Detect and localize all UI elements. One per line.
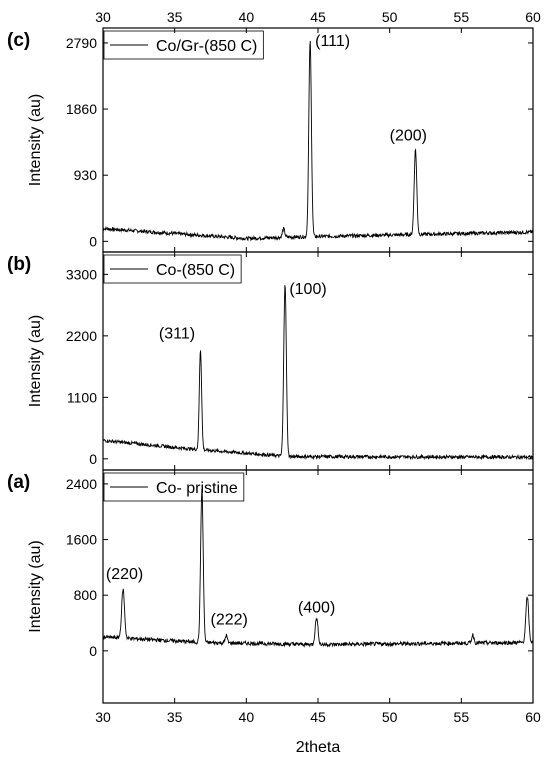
spectrum-line (103, 488, 533, 648)
legend-entry: Co/Gr-(850 C) (156, 38, 257, 55)
spectrum-line (103, 40, 533, 242)
y-tick-label: 2400 (66, 476, 97, 492)
panel-b: 0 1100 2200 3300 Intensity (au) (b) Co-(850 C)… (7, 251, 534, 471)
x-tick-label-bottom: 30 (95, 709, 111, 725)
y-tick-label: 1600 (66, 532, 97, 548)
peak-label: (400) (298, 600, 335, 617)
y-tick-label: 930 (74, 167, 98, 183)
y-tick-label: 2200 (66, 328, 97, 344)
y-tick-label: 1100 (67, 389, 97, 405)
legend-entry: Co-(850 C) (156, 262, 235, 279)
x-tick-label-bottom: 45 (310, 709, 326, 725)
y-tick-label: 0 (89, 643, 97, 659)
x-tick-label-top: 60 (525, 9, 541, 25)
peak-label: (222) (211, 611, 248, 628)
panel-c: 0 930 1860 2790 Intensity (au) (c) Co/Gr-(850 … (7, 27, 534, 253)
x-axis-title: 2theta (296, 739, 341, 756)
panel-a: 0 800 1600 2400 Intensity (au) (a) Co- pristin… (7, 469, 534, 704)
y-axis-title: Intensity (au) (27, 94, 44, 186)
x-tick-label-bottom: 35 (167, 709, 183, 725)
y-tick-label: 1860 (66, 101, 97, 117)
peak-label: (311) (159, 326, 195, 343)
y-tick-label: 2790 (66, 35, 97, 51)
y-tick-label: 800 (74, 587, 98, 603)
y-tick-label: 0 (89, 233, 97, 249)
legend: Co-(850 C) (103, 254, 242, 284)
x-tick-label-top: 30 (95, 9, 111, 25)
peak-label: (100) (289, 281, 326, 298)
legend-box (103, 472, 245, 502)
x-tick-label-top: 45 (310, 9, 326, 25)
panel-label: (c) (7, 30, 30, 51)
y-tick-label: 3300 (66, 266, 97, 282)
spectrum-line (103, 285, 533, 461)
x-tick-label-bottom: 55 (454, 709, 470, 725)
legend-box (103, 254, 242, 284)
legend: Co- pristine (103, 472, 245, 502)
peak-label: (111) (315, 33, 350, 50)
y-axis-title: Intensity (au) (27, 315, 44, 407)
legend-box (103, 30, 264, 60)
y-axis-title: Intensity (au) (27, 540, 44, 632)
x-tick-label-bottom: 50 (382, 709, 398, 725)
x-tick-label-top: 55 (454, 9, 470, 25)
panel-label: (b) (7, 254, 31, 275)
panel-label: (a) (7, 472, 30, 493)
x-tick-label-top: 40 (239, 9, 255, 25)
y-tick-label: 0 (89, 451, 97, 467)
legend-entry: Co- pristine (156, 480, 238, 497)
x-tick-label-bottom: 40 (239, 709, 255, 725)
x-tick-label-top: 35 (167, 9, 183, 25)
legend: Co/Gr-(850 C) (103, 30, 264, 60)
x-tick-label-bottom: 60 (525, 709, 541, 725)
panel-frame (102, 27, 534, 253)
peak-label: (220) (106, 566, 143, 583)
panel-frame (102, 469, 534, 704)
peak-label: (200) (390, 127, 427, 144)
x-tick-label-top: 50 (382, 9, 398, 25)
